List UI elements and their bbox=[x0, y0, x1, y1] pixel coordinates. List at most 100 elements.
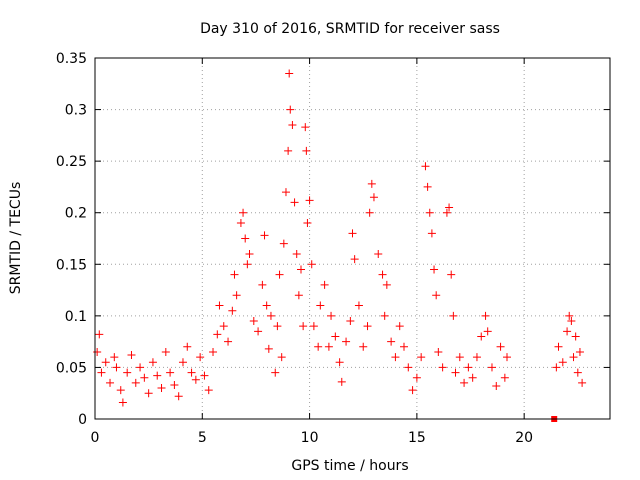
data-point bbox=[285, 69, 294, 78]
data-point bbox=[430, 265, 439, 274]
data-point bbox=[447, 270, 456, 279]
data-point bbox=[112, 363, 121, 372]
data-point bbox=[421, 162, 430, 171]
data-point bbox=[288, 121, 297, 130]
data-point bbox=[472, 353, 481, 362]
data-point bbox=[487, 363, 496, 372]
x-tick-label: 5 bbox=[198, 430, 207, 446]
data-point bbox=[292, 249, 301, 258]
data-point bbox=[348, 229, 357, 238]
data-point bbox=[161, 347, 170, 356]
data-point bbox=[481, 311, 490, 320]
data-point bbox=[378, 270, 387, 279]
data-point bbox=[209, 347, 218, 356]
data-point bbox=[387, 337, 396, 346]
data-point bbox=[301, 123, 310, 132]
data-point bbox=[140, 373, 149, 382]
data-point bbox=[284, 146, 293, 155]
data-point bbox=[423, 182, 432, 191]
data-point bbox=[95, 330, 104, 339]
data-point bbox=[563, 327, 572, 336]
data-point bbox=[316, 301, 325, 310]
data-point bbox=[174, 392, 183, 401]
data-point bbox=[320, 280, 329, 289]
data-point bbox=[573, 368, 582, 377]
data-point bbox=[213, 330, 222, 339]
data-point bbox=[266, 311, 275, 320]
data-point bbox=[346, 317, 355, 326]
data-point bbox=[327, 311, 336, 320]
data-point bbox=[215, 301, 224, 310]
data-point bbox=[337, 377, 346, 386]
data-point bbox=[249, 317, 258, 326]
data-point bbox=[567, 317, 576, 326]
data-point bbox=[275, 270, 284, 279]
data-point bbox=[258, 280, 267, 289]
data-point bbox=[294, 291, 303, 300]
data-point bbox=[277, 353, 286, 362]
data-point bbox=[382, 280, 391, 289]
data-point bbox=[290, 198, 299, 207]
y-tick-label: 0.3 bbox=[65, 103, 87, 119]
data-point bbox=[116, 386, 125, 395]
data-point bbox=[391, 353, 400, 362]
data-point bbox=[575, 347, 584, 356]
data-point bbox=[305, 196, 314, 205]
data-point bbox=[367, 179, 376, 188]
data-point bbox=[412, 373, 421, 382]
data-point bbox=[569, 353, 578, 362]
data-point bbox=[219, 322, 228, 331]
data-point bbox=[243, 260, 252, 269]
data-point bbox=[434, 347, 443, 356]
data-point bbox=[271, 368, 280, 377]
y-tick-label: 0.2 bbox=[65, 206, 87, 222]
data-point bbox=[404, 363, 413, 372]
x-axis-label: GPS time / hours bbox=[291, 458, 408, 474]
y-tick-label: 0.35 bbox=[56, 51, 87, 67]
data-point bbox=[500, 373, 509, 382]
tick-labels: 0 5 10 15 20 0 0.05 0.1 0.15 0.2 0.25 0.3 0.35 bbox=[56, 51, 533, 446]
data-point bbox=[432, 291, 441, 300]
data-point bbox=[307, 260, 316, 269]
y-tick-label: 0.05 bbox=[56, 360, 87, 376]
data-points bbox=[93, 69, 587, 422]
data-point bbox=[363, 322, 372, 331]
data-point bbox=[224, 337, 233, 346]
data-point bbox=[236, 219, 245, 228]
data-point bbox=[245, 249, 254, 258]
data-point bbox=[565, 311, 574, 320]
data-point bbox=[110, 353, 119, 362]
data-point bbox=[552, 363, 561, 372]
data-point bbox=[297, 265, 305, 274]
grid bbox=[95, 58, 610, 419]
data-point bbox=[451, 368, 460, 377]
data-point bbox=[492, 381, 501, 390]
data-point bbox=[380, 311, 389, 320]
data-point bbox=[299, 322, 308, 331]
data-point bbox=[369, 193, 378, 202]
data-point bbox=[324, 342, 333, 351]
data-point bbox=[196, 353, 205, 362]
data-point bbox=[106, 378, 115, 387]
data-point bbox=[408, 386, 417, 395]
data-point bbox=[303, 219, 312, 228]
data-point bbox=[427, 229, 436, 238]
y-tick-label: 0.25 bbox=[56, 154, 87, 170]
data-point bbox=[178, 358, 187, 367]
data-point bbox=[309, 322, 318, 331]
plot-frame bbox=[94, 57, 611, 420]
data-point bbox=[302, 146, 311, 155]
data-point bbox=[279, 239, 288, 248]
data-point bbox=[97, 368, 106, 377]
chart-title: Day 310 of 2016, SRMTID for receiver sas… bbox=[200, 21, 500, 37]
data-point bbox=[331, 332, 340, 341]
data-point bbox=[191, 375, 200, 384]
data-point bbox=[335, 358, 344, 367]
data-point bbox=[350, 255, 359, 264]
data-point bbox=[273, 322, 282, 331]
data-point bbox=[468, 373, 477, 382]
data-point bbox=[554, 342, 563, 351]
data-point bbox=[200, 371, 209, 380]
data-point bbox=[460, 378, 469, 387]
